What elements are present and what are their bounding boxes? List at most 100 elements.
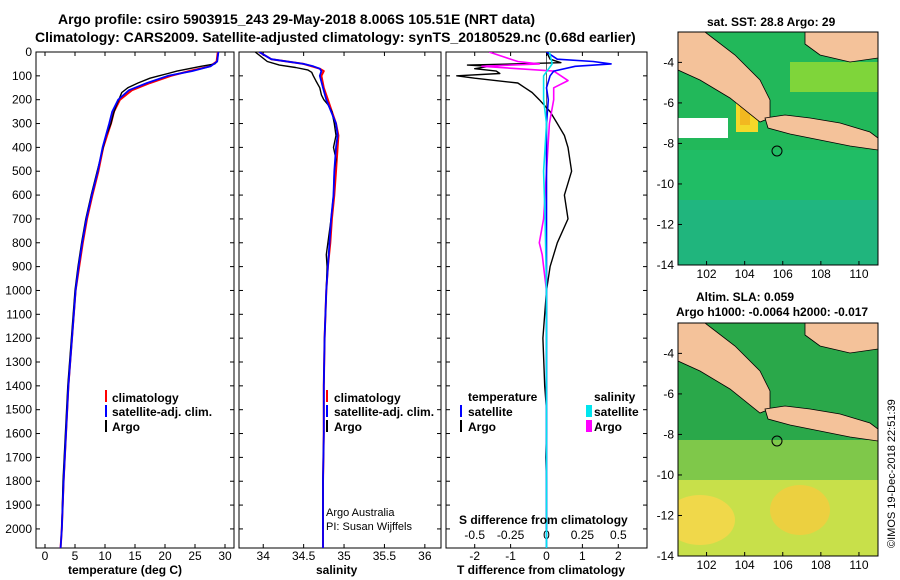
map-y-tick-label: -8 (663, 136, 674, 150)
legend-header-salinity: salinity (594, 390, 636, 404)
legend-swatch-temp-satellite (460, 405, 462, 417)
map-x-tick-label: 106 (773, 267, 793, 281)
credit-pi: PI: Susan Wijffels (326, 521, 412, 533)
s-diff-tick-label: 0.25 (571, 528, 595, 542)
map-y-tick-label: -12 (657, 217, 675, 231)
legend-label-argo: Argo (112, 420, 140, 434)
salinity-series (254, 52, 340, 548)
sst-map-frame (677, 31, 879, 266)
figure-title-line1: Argo profile: csiro 5903915_243 29-May-2… (58, 11, 535, 27)
sst-map-axes: 102 104 106 108 110 -4 -6 -8 -10 -12 -14 (657, 55, 869, 281)
temperature-axis-label: temperature (deg C) (68, 563, 182, 577)
borneo-land (804, 32, 878, 63)
depth-tick-label: 1000 (5, 283, 32, 297)
depth-tick-label: 600 (12, 188, 32, 202)
x-tick-label: -1 (505, 549, 516, 563)
legend-label-temp-argo: Argo (468, 420, 496, 434)
x-tick-label: 34 (257, 549, 271, 563)
x-tick-label: 20 (158, 549, 172, 563)
sst-map-title: sat. SST: 28.8 Argo: 29 (707, 15, 836, 29)
x-tick-label: 2 (615, 549, 622, 563)
series-temperature-satellite (545, 52, 612, 548)
map-y-tick-label: -8 (663, 427, 674, 441)
series-argo (61, 52, 220, 529)
sla-yellow-blob-east (770, 485, 830, 535)
series-climatology (59, 52, 219, 548)
sst-argo-marker (771, 145, 783, 157)
series-temperature-argo (456, 52, 573, 529)
x-tick-label: 34.5 (292, 549, 316, 563)
legend-header-temperature: temperature (468, 390, 538, 404)
map-y-tick-label: -4 (663, 346, 674, 360)
legend-label-argo: Argo (334, 420, 362, 434)
series-satellite-adj-clim- (59, 52, 220, 548)
legend-swatch-satellite (326, 405, 328, 417)
legend-swatch-climatology (105, 390, 107, 402)
depth-axis: 0 100 200 300 400 500 600 700 800 900 1000 1100 1200… (5, 45, 647, 536)
imos-credit: ©IMOS 19-Dec-2018 22:51:39 (886, 399, 898, 548)
x-tick-label: 15 (128, 549, 142, 563)
map-y-tick-label: -10 (657, 468, 675, 482)
java-land (764, 114, 878, 151)
sla-argo-marker (771, 435, 783, 447)
x-tick-label: 0 (543, 549, 550, 563)
sla-map-subtitle: Argo h1000: -0.0064 h2000: -0.017 (676, 305, 868, 319)
x-tick-label: 1 (579, 549, 586, 563)
legend-label-temp-satellite: satellite (468, 405, 513, 419)
salinity-panel (238, 51, 442, 549)
map-y-tick-label: -12 (657, 508, 675, 522)
legend-swatch-sal-argo (586, 420, 592, 432)
depth-tick-label: 1600 (5, 427, 32, 441)
depth-tick-label: 1100 (6, 307, 32, 321)
x-tick-label: 25 (188, 549, 202, 563)
depth-tick-label: 400 (12, 140, 32, 154)
depth-tick-label: 2000 (5, 522, 32, 536)
depth-tick-label: 800 (12, 236, 32, 250)
sla-yellow-blob-west (678, 495, 735, 545)
s-diff-tick-label: 0.5 (610, 528, 627, 542)
map-y-tick-label: -6 (663, 387, 674, 401)
legend-label-satellite: satellite-adj. clim. (112, 405, 212, 419)
legend-label-satellite: satellite-adj. clim. (334, 405, 434, 419)
legend-swatch-argo (326, 420, 328, 432)
map-x-tick-label: 102 (697, 267, 717, 281)
depth-tick-label: 0 (25, 45, 32, 59)
legend-label-sal-satellite: satellite (594, 405, 639, 419)
depth-tick-label: 1400 (5, 379, 32, 393)
legend-swatch-temp-argo (460, 420, 462, 432)
series-salinity-satellite (542, 52, 554, 548)
map-x-tick-label: 104 (735, 558, 755, 572)
depth-tick-label: 200 (12, 93, 32, 107)
map-y-tick-label: -10 (657, 177, 675, 191)
sst-band-cool (678, 200, 878, 265)
depth-tick-label: 1700 (5, 450, 32, 464)
series-satellite-adj-clim- (258, 52, 339, 548)
difference-legend: temperature satellite Argo salinity sate… (460, 390, 639, 434)
sla-map-axes: 102 104 106 108 110 -4 -6 -8 -10 -12 -14 (657, 346, 869, 572)
map-x-tick-label: 108 (811, 558, 831, 572)
x-tick-label: 5 (72, 549, 79, 563)
sst-patch-white (678, 118, 728, 138)
map-y-tick-label: -14 (657, 258, 675, 272)
map-x-tick-label: 102 (697, 558, 717, 572)
depth-tick-label: 500 (12, 164, 32, 178)
borneo-land-2 (804, 323, 878, 354)
map-x-tick-label: 110 (849, 267, 868, 281)
x-tick-label: 30 (218, 549, 232, 563)
difference-axis-label: T difference from climatology (457, 563, 625, 577)
x-tick-label: -2 (469, 549, 480, 563)
map-y-tick-label: -14 (657, 549, 675, 563)
series-salinity-argo (481, 52, 569, 529)
depth-tick-label: 1800 (5, 474, 32, 488)
salinity-axis-label: salinity (316, 563, 358, 577)
map-x-tick-label: 106 (773, 558, 793, 572)
map-x-tick-label: 108 (811, 267, 831, 281)
legend-swatch-sal-satellite (586, 405, 592, 417)
sst-patch-lightgreen (790, 62, 878, 92)
figure-title-line2: Climatology: CARS2009. Satellite-adjuste… (35, 29, 636, 45)
sla-map-title: Altim. SLA: 0.059 (696, 290, 794, 304)
depth-tick-label: 700 (12, 212, 32, 226)
depth-tick-label: 1500 (5, 403, 32, 417)
x-tick-label: 0 (42, 549, 49, 563)
temperature-legend: climatology satellite-adj. clim. Argo (105, 390, 212, 434)
